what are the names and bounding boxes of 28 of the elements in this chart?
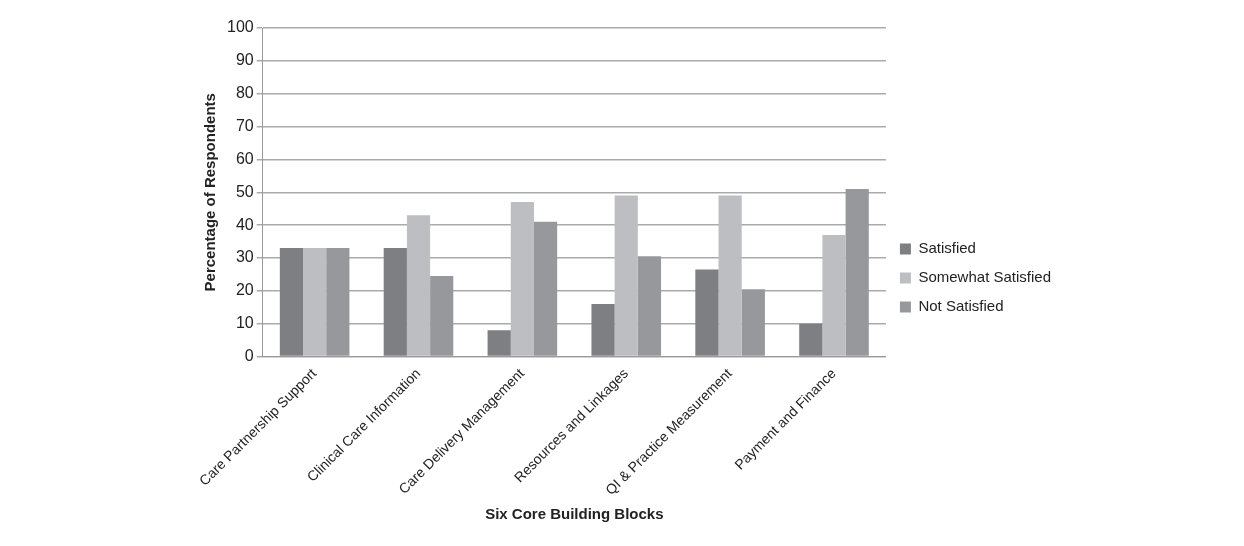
y-tick-label: 50 [235,182,254,200]
bar [510,202,534,356]
y-tick-label: 60 [235,149,254,167]
bar [718,195,742,356]
y-tick-label: 40 [235,215,254,233]
y-tick-label: 90 [235,51,254,69]
bar [591,303,615,356]
bar [695,269,719,356]
bar [614,195,638,356]
bar [383,248,407,356]
legend-label: Not Satisfied [918,297,1004,315]
legend-label: Somewhat Satisfied [918,268,1052,286]
bar [487,330,511,356]
bar [406,215,431,356]
y-tick-label: 10 [235,314,254,332]
bar [822,234,846,356]
legend-label: Satisfied [918,239,976,257]
bar [303,248,327,356]
y-tick-label: 0 [244,346,254,364]
y-tick-label: 30 [235,248,254,266]
x-axis-title: Six Core Building Blocks [485,505,664,523]
bar [799,323,823,356]
y-tick-label: 70 [235,116,254,134]
y-tick-label: 80 [235,84,254,102]
y-tick-label: 100 [226,18,254,36]
y-tick-label: 20 [235,281,254,299]
bar [279,248,304,356]
y-axis-title: Percentage of Respondents [201,93,219,292]
